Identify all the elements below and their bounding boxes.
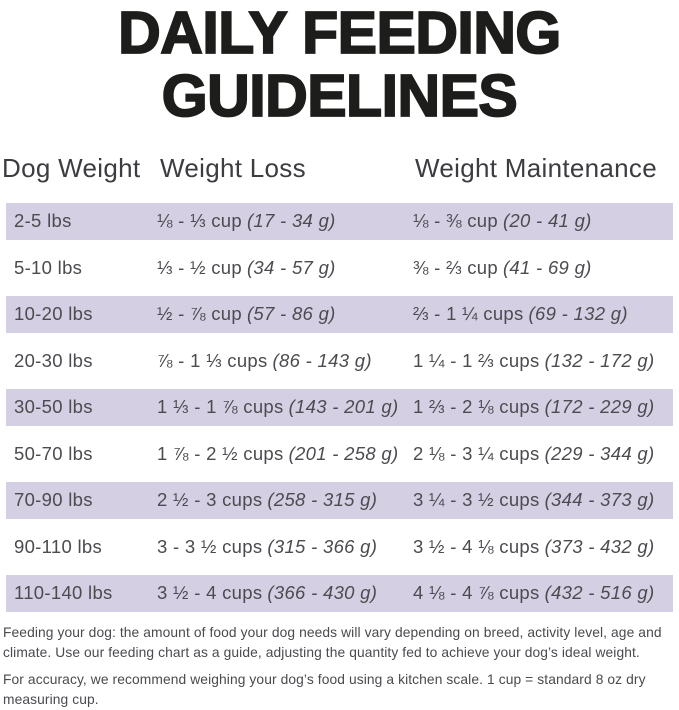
weight-maintenance-grams: (432 - 516 g) bbox=[544, 582, 655, 604]
weight-maintenance-cell: 3 ¼ - 3 ½ cups (344 - 373 g) bbox=[413, 489, 673, 511]
weight-loss-cell: 3 - 3 ½ cups (315 - 366 g) bbox=[157, 536, 413, 558]
dog-weight-cell: 5-10 lbs bbox=[14, 256, 83, 278]
table-row: 2-5 lbs ⅛ - ⅓ cup (17 - 34 g) ⅛ - ⅜ cup (2… bbox=[6, 198, 673, 245]
weight-maintenance-cell: ⅛ - ⅜ cup (20 - 41 g) bbox=[413, 210, 673, 232]
weight-maintenance-cell: ⅜ - ⅔ cup (41 - 69 g) bbox=[413, 257, 673, 279]
weight-loss-cell: ⅛ - ⅓ cup (17 - 34 g) bbox=[157, 210, 413, 232]
weight-maintenance-grams: (41 - 69 g) bbox=[502, 256, 592, 278]
page-title-line-2: GUIDELINES bbox=[161, 63, 519, 129]
weight-loss-grams: (201 - 258 g) bbox=[288, 442, 399, 464]
dog-weight-cell: 70-90 lbs bbox=[14, 489, 93, 511]
weight-loss-grams: (315 - 366 g) bbox=[267, 535, 378, 557]
table-row: 10-20 lbs ½ - ⅞ cup (57 - 86 g) ⅔ - 1 ¼ c… bbox=[6, 291, 673, 338]
weight-loss-cups: 1 ⅞ - 2 ½ cups bbox=[157, 442, 284, 464]
weight-loss-grams: (143 - 201 g) bbox=[288, 396, 399, 418]
weight-loss-cups: ½ - ⅞ cup bbox=[157, 303, 242, 325]
weight-loss-cups: 1 ⅓ - 1 ⅞ cups bbox=[157, 396, 284, 418]
dog-weight-cell: 10-20 lbs bbox=[14, 303, 93, 325]
table-row: 5-10 lbs ⅓ - ½ cup (34 - 57 g) ⅜ - ⅔ cup(… bbox=[6, 244, 673, 291]
weight-maintenance-cups: ⅜ - ⅔ cup bbox=[413, 256, 498, 278]
weight-loss-cups: ⅞ - 1 ⅓ cups bbox=[157, 349, 268, 371]
weight-loss-cell: ⅞ - 1 ⅓ cups (86 - 143 g) bbox=[157, 350, 413, 372]
dog-weight-cell: 90-110 lbs bbox=[14, 535, 103, 557]
weight-loss-grams: (258 - 315 g) bbox=[267, 489, 378, 511]
footnote-feeding-guidance: Feeding your dog: the amount of food you… bbox=[3, 624, 662, 660]
weight-maintenance-cell: 2 ⅛ - 3 ¼ cups (229 - 344 g) bbox=[413, 443, 673, 465]
table-row: 30-50 lbs 1 ⅓ - 1 ⅞ cups (143 - 201 g) 1 … bbox=[6, 384, 673, 431]
footnotes: Feeding your dog: the amount of food you… bbox=[0, 623, 672, 710]
weight-loss-cups: 2 ½ - 3 cups bbox=[157, 489, 263, 511]
table-row: 110-140 lbs 3 ½ - 4 cups (366 - 430 g) 4 … bbox=[6, 570, 673, 617]
weight-maintenance-cups: 3 ½ - 4 ⅛ cups bbox=[413, 535, 540, 557]
weight-loss-cups: ⅛ - ⅓ cup bbox=[157, 210, 242, 232]
weight-loss-cups: 3 ½ - 4 cups bbox=[157, 582, 263, 604]
feeding-table: 2-5 lbs ⅛ - ⅓ cup (17 - 34 g) ⅛ - ⅜ cup (2… bbox=[0, 198, 679, 617]
dog-weight-cell: 30-50 lbs bbox=[14, 396, 93, 418]
weight-loss-grams: (34 - 57 g) bbox=[246, 256, 336, 278]
weight-loss-cups: 3 - 3 ½ cups bbox=[157, 535, 263, 557]
weight-maintenance-cell: 1 ⅔ - 2 ⅛ cups (172 - 229 g) bbox=[413, 396, 673, 418]
weight-loss-cell: ⅓ - ½ cup (34 - 57 g) bbox=[157, 257, 413, 279]
column-header-dog-weight: Dog Weight bbox=[2, 153, 141, 183]
weight-loss-cell: 2 ½ - 3 cups (258 - 315 g) bbox=[157, 489, 413, 511]
weight-maintenance-cell: 3 ½ - 4 ⅛ cups (373 - 432 g) bbox=[413, 536, 673, 558]
weight-loss-grams: (17 - 34 g) bbox=[246, 210, 336, 232]
weight-loss-cell: ½ - ⅞ cup (57 - 86 g) bbox=[157, 303, 413, 325]
table-row: 70-90 lbs 2 ½ - 3 cups (258 - 315 g) 3 ¼ … bbox=[6, 477, 673, 524]
footnote-measuring-accuracy: For accuracy, we recommend weighing your… bbox=[3, 671, 646, 707]
weight-maintenance-cell: ⅔ - 1 ¼ cups (69 - 132 g) bbox=[413, 303, 673, 325]
weight-maintenance-grams: (20 - 41 g) bbox=[502, 210, 592, 232]
weight-maintenance-cups: 3 ¼ - 3 ½ cups bbox=[413, 489, 540, 511]
table-row: 20-30 lbs ⅞ - 1 ⅓ cups (86 - 143 g) 1 ¼ -… bbox=[6, 337, 673, 384]
weight-maintenance-grams: (373 - 432 g) bbox=[544, 535, 655, 557]
weight-maintenance-grams: (132 - 172 g) bbox=[544, 349, 655, 371]
dog-weight-cell: 110-140 lbs bbox=[14, 582, 113, 604]
weight-maintenance-grams: (172 - 229 g) bbox=[544, 396, 655, 418]
weight-maintenance-grams: (344 - 373 g) bbox=[544, 489, 655, 511]
weight-loss-cell: 1 ⅞ - 2 ½ cups (201 - 258 g) bbox=[157, 443, 413, 465]
table-row: 50-70 lbs 1 ⅞ - 2 ½ cups (201 - 258 g) 2 … bbox=[6, 430, 673, 477]
column-header-weight-maintenance: Weight Maintenance bbox=[415, 153, 657, 183]
weight-maintenance-cups: 4 ⅛ - 4 ⅞ cups bbox=[413, 582, 540, 604]
page-title: DAILY FEEDING GUIDELINES bbox=[0, 0, 679, 129]
weight-maintenance-cups: 2 ⅛ - 3 ¼ cups bbox=[413, 442, 540, 464]
weight-loss-cups: ⅓ - ½ cup bbox=[157, 256, 242, 278]
table-row: 90-110 lbs 3 - 3 ½ cups (315 - 366 g) 3 ½… bbox=[6, 523, 673, 570]
dog-weight-cell: 2-5 lbs bbox=[14, 210, 72, 232]
weight-maintenance-cups: ⅔ - 1 ¼ cups bbox=[413, 303, 524, 325]
table-header-row: Dog Weight Weight Loss Weight Maintenanc… bbox=[0, 153, 679, 184]
page-title-line-1: DAILY FEEDING bbox=[117, 0, 562, 66]
weight-loss-cell: 3 ½ - 4 cups (366 - 430 g) bbox=[157, 582, 413, 604]
dog-weight-cell: 50-70 lbs bbox=[14, 442, 93, 464]
weight-maintenance-grams: (69 - 132 g) bbox=[528, 303, 628, 325]
weight-maintenance-cups: 1 ⅔ - 2 ⅛ cups bbox=[413, 396, 540, 418]
weight-maintenance-cups: ⅛ - ⅜ cup bbox=[413, 210, 498, 232]
column-header-weight-loss: Weight Loss bbox=[160, 153, 306, 183]
dog-weight-cell: 20-30 lbs bbox=[14, 349, 93, 371]
weight-loss-grams: (57 - 86 g) bbox=[246, 303, 336, 325]
weight-maintenance-cell: 4 ⅛ - 4 ⅞ cups (432 - 516 g) bbox=[413, 582, 673, 604]
weight-maintenance-cell: 1 ¼ - 1 ⅔ cups (132 - 172 g) bbox=[413, 350, 673, 372]
weight-loss-grams: (86 - 143 g) bbox=[272, 349, 372, 371]
weight-loss-grams: (366 - 430 g) bbox=[267, 582, 378, 604]
weight-loss-cell: 1 ⅓ - 1 ⅞ cups (143 - 201 g) bbox=[157, 396, 413, 418]
weight-maintenance-cups: 1 ¼ - 1 ⅔ cups bbox=[413, 349, 540, 371]
weight-maintenance-grams: (229 - 344 g) bbox=[544, 442, 655, 464]
